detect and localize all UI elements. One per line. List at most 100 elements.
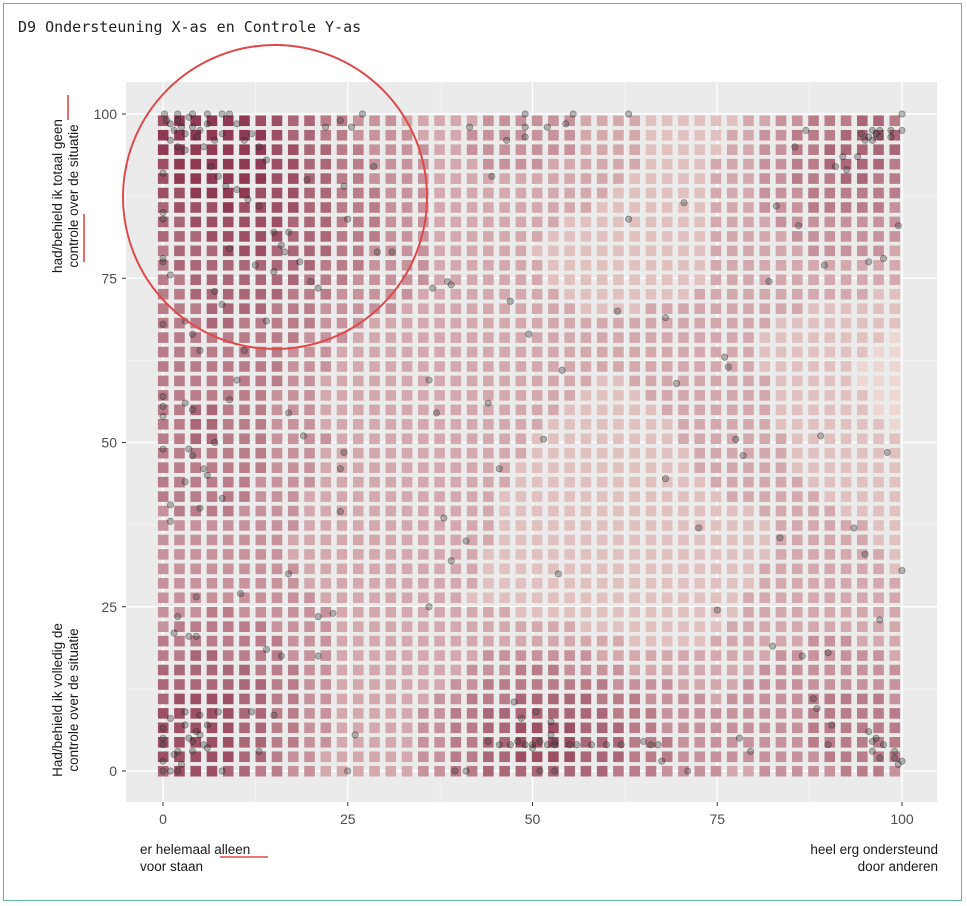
density-cell (450, 419, 462, 430)
density-cell (483, 708, 494, 719)
density-cell (434, 346, 445, 358)
density-cell (678, 563, 689, 575)
density-cell (190, 144, 202, 155)
density-cell (385, 708, 397, 719)
data-point (861, 550, 869, 558)
density-cell (726, 462, 738, 473)
density-cell (190, 693, 202, 705)
density-cell (255, 534, 267, 546)
density-cell (775, 390, 787, 401)
density-cell (856, 173, 868, 184)
density-cell (759, 361, 771, 372)
density-cell (580, 288, 592, 300)
density-cell (206, 447, 218, 459)
density-cell (320, 129, 332, 141)
density-cell (515, 447, 527, 459)
density-cell (661, 202, 673, 213)
density-cell (645, 577, 657, 589)
density-cell (743, 592, 754, 604)
density-cell (352, 433, 364, 445)
density-cell (726, 664, 738, 676)
density-cell (287, 592, 299, 604)
density-cell (791, 390, 803, 401)
density-cell (320, 433, 332, 445)
density-cell (856, 260, 868, 271)
density-cell (791, 433, 803, 445)
density-cell (824, 187, 836, 199)
density-cell (694, 722, 706, 734)
density-cell (824, 202, 836, 213)
density-cell (694, 708, 706, 719)
density-cell (320, 231, 332, 242)
density-cell (174, 332, 185, 343)
density-cell (613, 462, 624, 473)
density-cell (369, 563, 380, 575)
density-cell (889, 592, 901, 604)
density-cell (336, 765, 348, 777)
density-cell (222, 419, 234, 430)
density-cell (515, 202, 527, 213)
data-point (336, 507, 344, 515)
data-point (865, 133, 873, 141)
density-cell (840, 549, 852, 560)
density-cell (873, 404, 884, 416)
data-point (270, 711, 278, 719)
data-point (159, 445, 167, 453)
density-contours (157, 115, 901, 777)
density-cell (239, 563, 250, 575)
density-cell (320, 577, 332, 589)
density-cell (483, 722, 494, 734)
density-cell (824, 216, 836, 228)
data-point (857, 130, 865, 138)
data-point (613, 307, 621, 315)
density-cell (661, 476, 673, 488)
density-cell (320, 462, 332, 473)
density-cell (791, 765, 803, 777)
density-cell (401, 736, 413, 748)
density-cell (401, 577, 413, 589)
density-cell (580, 303, 592, 314)
density-cell (336, 606, 348, 618)
density-cell (466, 274, 478, 286)
density-cell (401, 534, 413, 546)
data-point (218, 494, 226, 502)
density-cell (824, 606, 836, 618)
density-cell (206, 491, 218, 502)
density-cell (661, 346, 673, 358)
density-cell (873, 491, 884, 502)
density-cell (352, 577, 364, 589)
density-cell (434, 606, 445, 618)
density-cell (287, 346, 299, 358)
density-cell (239, 664, 250, 676)
density-cell (450, 303, 462, 314)
density-cell (157, 202, 169, 213)
density-cell (336, 708, 348, 719)
density-cell (466, 231, 478, 242)
density-cell (629, 606, 640, 618)
density-cell (873, 173, 884, 184)
density-cell (726, 216, 738, 228)
density-cell (369, 231, 380, 242)
density-cell (531, 505, 543, 517)
density-cell (548, 722, 559, 734)
density-cell (531, 129, 543, 141)
density-cell (483, 202, 494, 213)
density-cell (352, 679, 364, 690)
density-cell (824, 332, 836, 343)
density-cell (222, 129, 234, 141)
density-cell (190, 520, 202, 531)
density-cell (369, 491, 380, 502)
density-cell (645, 274, 657, 286)
density-cell (596, 751, 608, 763)
density-cell (856, 288, 868, 300)
data-point (240, 347, 248, 355)
density-cell (694, 173, 706, 184)
density-cell (385, 592, 397, 604)
density-cell (206, 288, 218, 300)
density-cell (548, 173, 559, 184)
data-point (177, 123, 185, 131)
density-cell (239, 520, 250, 531)
density-cell (157, 693, 169, 705)
density-cell (304, 736, 315, 748)
density-cell (743, 751, 754, 763)
